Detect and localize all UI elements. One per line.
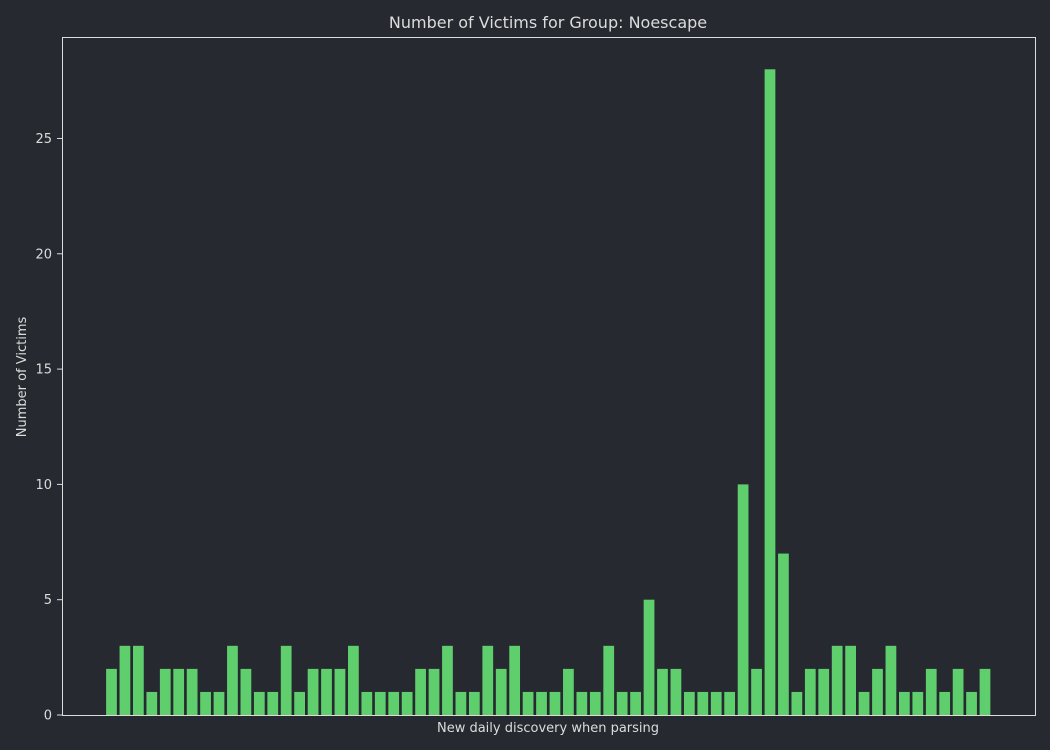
y-tick-label-4: 20 [35,247,52,262]
bar-43 [683,691,695,715]
bar-16 [321,668,332,715]
bar-5 [173,668,185,715]
bar-49 [764,69,776,716]
bar-12 [267,691,279,715]
bar-37 [603,645,615,715]
bar-51 [791,691,803,715]
bar-18 [348,645,359,715]
y-tick-label-1: 5 [44,593,52,608]
bar-1 [119,645,131,715]
plot-area-frame [62,37,1036,716]
bar-62 [939,691,951,715]
bar-61 [925,668,937,715]
bar-54 [831,645,843,715]
bar-34 [563,668,574,715]
y-axis-label: Number of Victims [15,317,30,438]
bar-44 [697,691,709,715]
bar-50 [778,553,789,715]
bar-0 [106,668,117,715]
bar-38 [616,691,628,715]
bar-33 [549,691,561,715]
bar-28 [482,645,494,715]
bar-56 [858,691,870,715]
bar-7 [200,691,211,715]
bar-42 [670,668,682,715]
bar-39 [630,691,641,715]
bar-15 [307,668,319,715]
bar-31 [522,691,534,715]
bar-14 [294,691,306,715]
bar-9 [227,645,238,715]
bar-53 [818,668,830,715]
bar-48 [751,668,762,715]
bar-40 [643,599,655,715]
bar-47 [737,484,749,715]
bar-45 [710,691,722,715]
bar-63 [952,668,964,715]
bar-60 [912,691,924,715]
bar-52 [804,668,816,715]
bar-30 [509,645,521,715]
bar-55 [845,645,856,715]
bar-29 [495,668,507,715]
bar-13 [280,645,292,715]
bar-6 [186,668,198,715]
y-tick-label-5: 25 [35,132,52,147]
bar-17 [334,668,346,715]
bar-36 [589,691,601,715]
bar-35 [576,691,588,715]
bar-64 [966,691,977,715]
bar-27 [468,691,480,715]
bar-23 [415,668,426,715]
bar-57 [872,668,883,715]
bar-19 [361,691,373,715]
bar-3 [146,691,158,715]
bar-11 [253,691,265,715]
bar-59 [898,691,910,715]
bar-2 [133,645,144,715]
bar-22 [401,691,413,715]
bar-32 [536,691,547,715]
bar-41 [657,668,668,715]
bar-21 [388,691,400,715]
bar-4 [159,668,171,715]
bar-58 [885,645,897,715]
bar-26 [455,691,467,715]
chart-title: Number of Victims for Group: Noescape [389,13,707,32]
y-axis: 0 5 10 15 20 25 [35,132,62,724]
bar-10 [240,668,252,715]
y-tick-label-3: 15 [35,363,52,378]
y-tick-label-0: 0 [44,709,52,724]
x-axis-label: New daily discovery when parsing [437,721,659,736]
bar-25 [442,645,453,715]
bar-20 [374,691,386,715]
bar-24 [428,668,440,715]
bar-65 [979,668,991,715]
bar-46 [724,691,736,715]
bars-layer [106,69,991,716]
y-tick-label-2: 10 [35,478,52,493]
bar-8 [213,691,225,715]
